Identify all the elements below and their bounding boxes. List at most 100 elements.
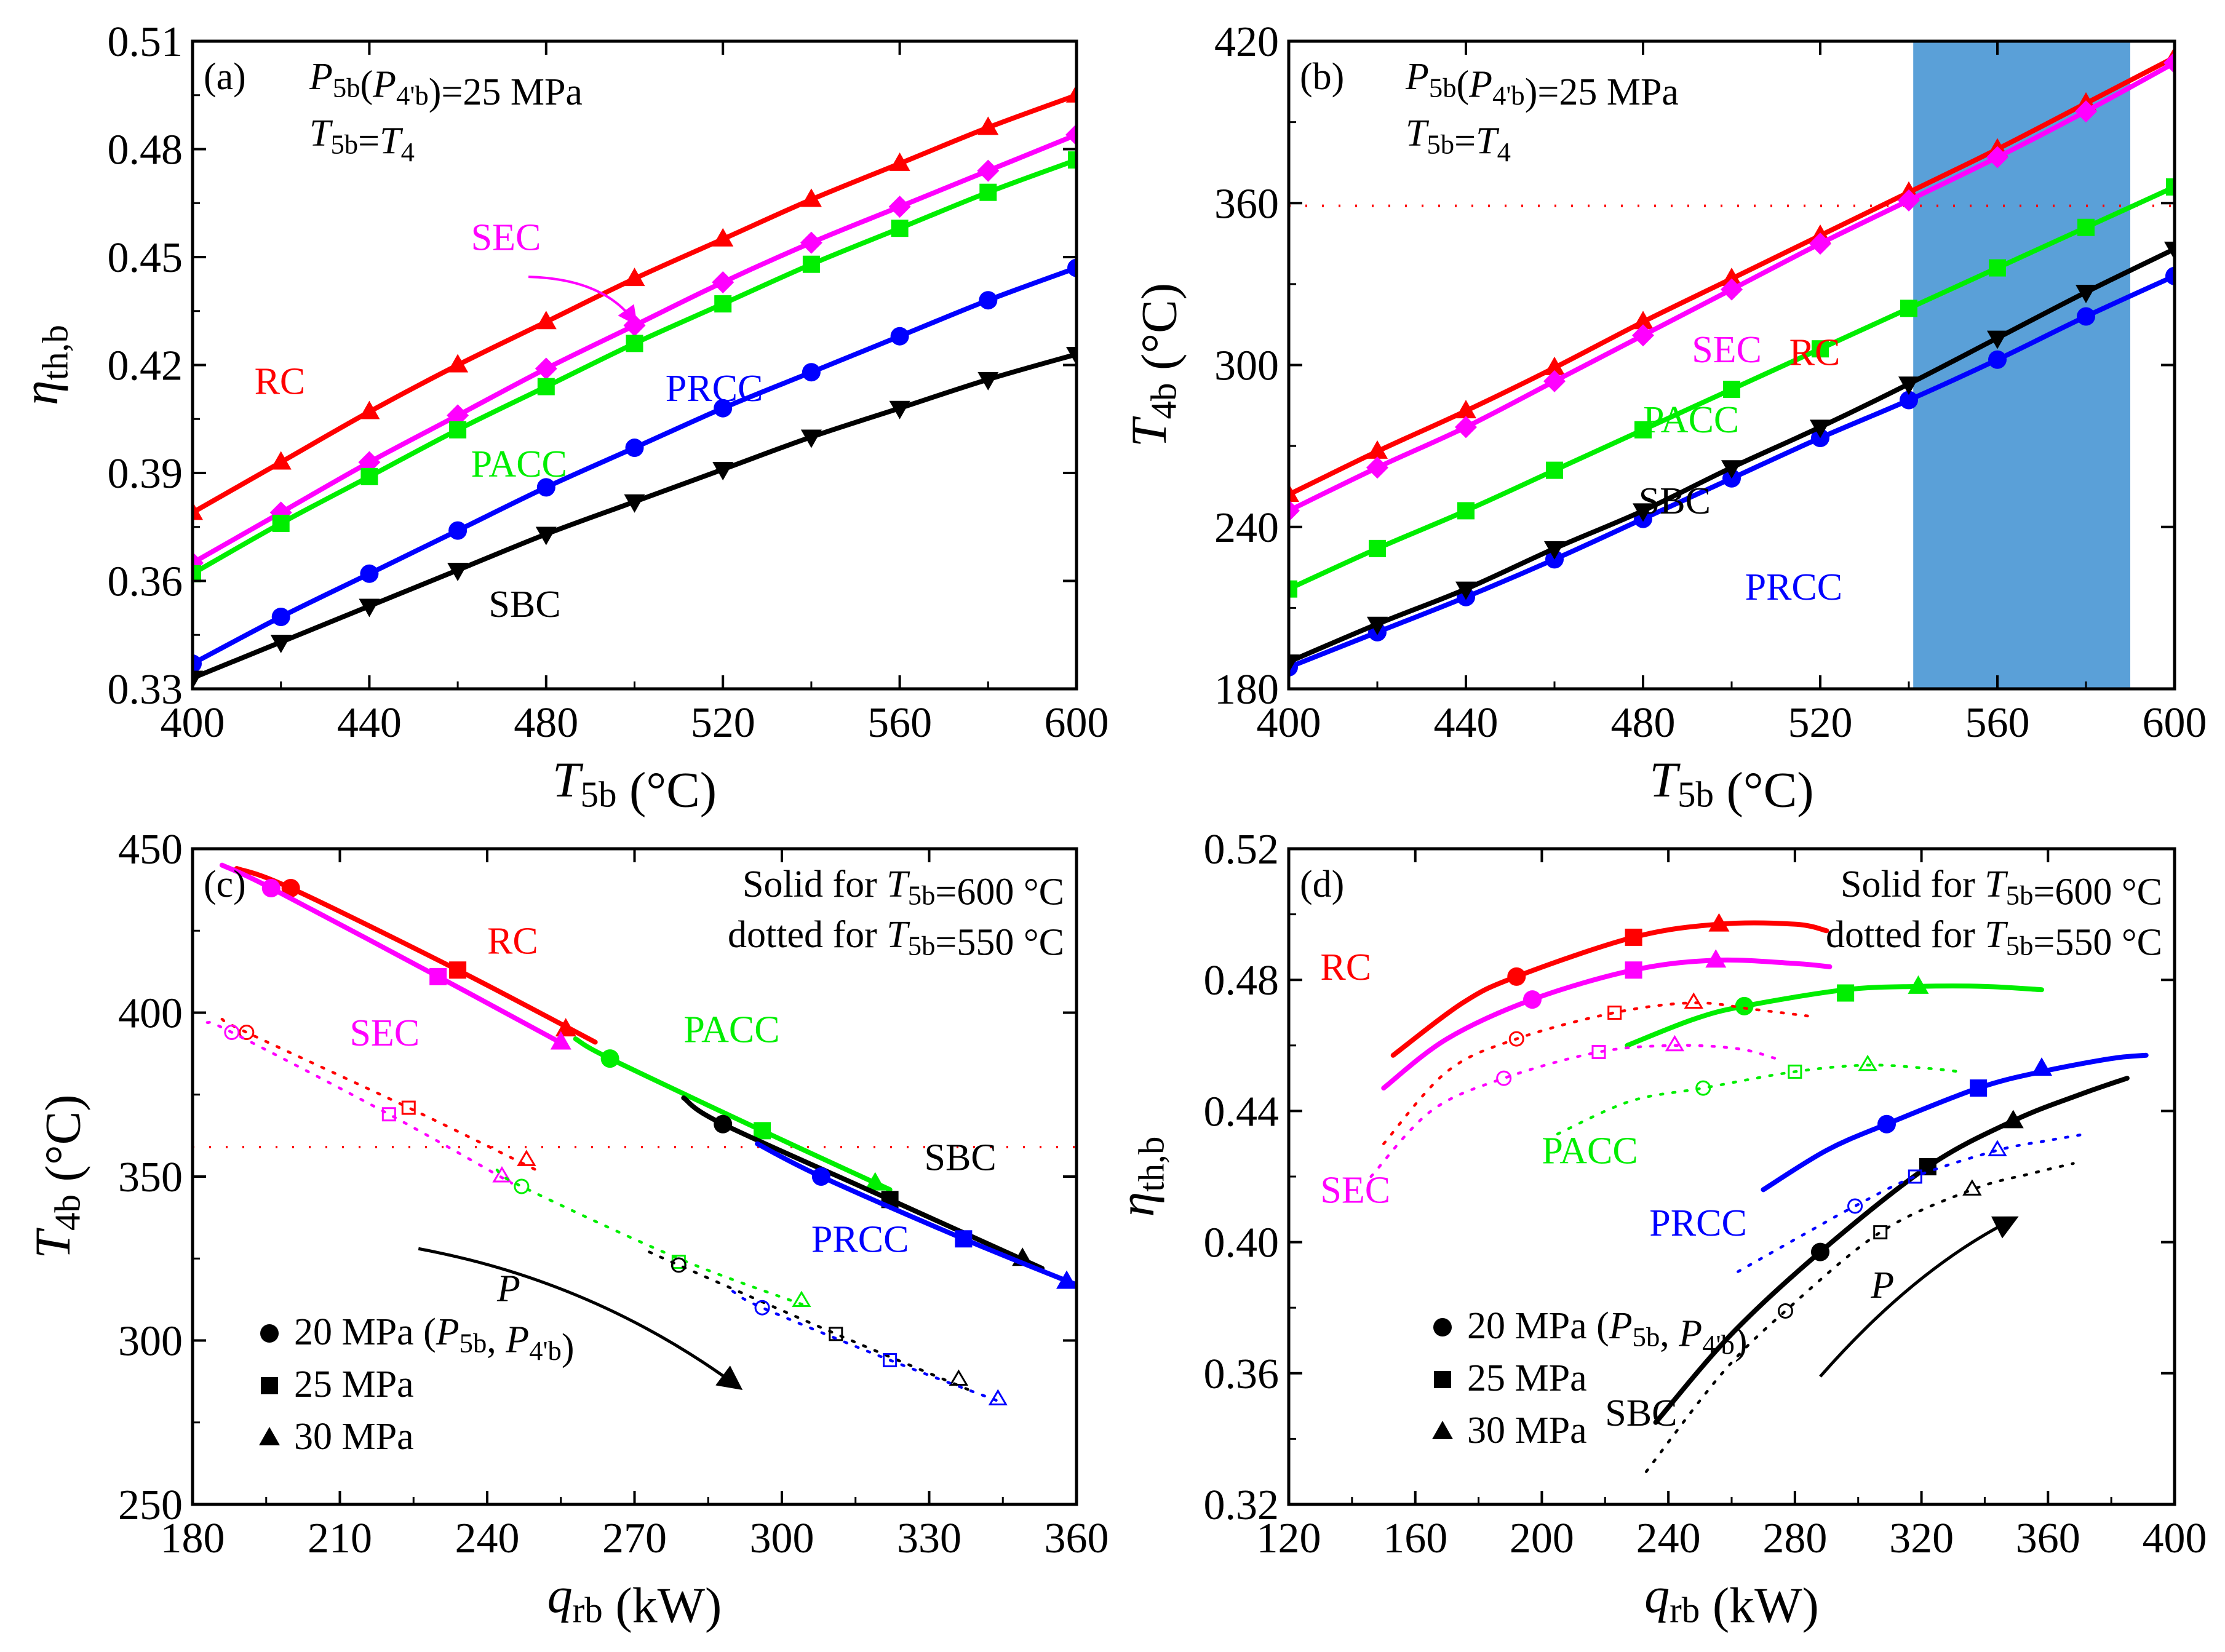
x-tick-label: 270 — [602, 1515, 667, 1562]
point-pacc-560 — [1989, 259, 2006, 277]
point-prcc-400 — [193, 654, 202, 673]
x-tick-label: 330 — [897, 1515, 961, 1562]
marker-sec-square — [381, 1107, 396, 1122]
point-prcc-520 — [714, 399, 733, 418]
line-rc — [1382, 1001, 1809, 1145]
x-tick-label: 560 — [867, 699, 932, 747]
point-pacc-580 — [2077, 218, 2095, 236]
marker-sbc-triangle — [949, 1369, 969, 1386]
marker-sec-square — [1625, 961, 1642, 979]
marker-prcc-square — [883, 1352, 898, 1367]
point-sbc-440 — [359, 598, 380, 618]
series-label-sec: SEC — [471, 216, 541, 258]
point-pacc-500 — [626, 335, 643, 352]
point-sec-460 — [1543, 370, 1566, 392]
line-rc — [234, 865, 598, 1045]
marker-sec-triangle — [550, 1031, 571, 1050]
point-sec-600 — [2163, 52, 2175, 74]
line-sec — [1369, 1044, 1778, 1178]
point-prcc-480 — [536, 478, 555, 497]
line-sec — [219, 862, 568, 1048]
series-sec-dotted — [1369, 1034, 1778, 1178]
point-rc-460 — [1544, 356, 1565, 375]
annotation-dotted: dotted for T5b=550 °C — [1826, 914, 2162, 963]
marker-pacc-circle — [1735, 996, 1754, 1015]
point-pacc-480 — [1634, 421, 1652, 439]
point-sbc-400 — [1289, 654, 1299, 673]
marker-pacc-square — [1837, 984, 1855, 1002]
series-sbc-dotted — [1644, 1162, 2075, 1473]
point-prcc-560 — [1988, 350, 2007, 369]
plot-area — [1369, 913, 2149, 1473]
legend-label: 25 MPa — [1467, 1357, 1587, 1399]
annotation-temperature: T5b=T4 — [1406, 113, 1511, 167]
marker-rc-circle — [281, 878, 300, 897]
point-rc-500 — [1721, 268, 1742, 287]
point-prcc-600 — [2165, 266, 2175, 285]
line-sec — [1381, 957, 1833, 1091]
series-label-sec: SEC — [349, 1012, 420, 1054]
point-pacc-420 — [1369, 539, 1386, 557]
marker-sbc-triangle — [1962, 1179, 1982, 1196]
series-label-sec: SEC — [1692, 329, 1762, 371]
y-tick-label: 400 — [118, 990, 183, 1038]
x-tick-label: 520 — [691, 699, 755, 747]
point-pacc-460 — [449, 421, 467, 439]
line-sbc — [681, 1095, 1045, 1271]
series-label-rc: RC — [1789, 332, 1841, 374]
point-sec-600 — [1065, 124, 1077, 146]
marker-rc-circle — [1507, 967, 1526, 986]
point-pacc-440 — [1457, 502, 1475, 520]
line-rc — [1390, 920, 1829, 1058]
series-prcc-dotted — [1737, 1132, 2088, 1273]
marker-pacc-circle — [1695, 1080, 1711, 1096]
annotation-solid: Solid for T5b=600 °C — [1841, 864, 2162, 913]
point-sbc-600 — [2164, 241, 2175, 260]
x-axis-label: T5b (°C) — [1649, 752, 1813, 818]
point-rc-480 — [535, 311, 557, 330]
point-sec-580 — [2075, 100, 2097, 123]
annotation-pressure: P5b(P4'b)=25 MPa — [309, 56, 583, 113]
y-tick-label: 0.40 — [1204, 1220, 1280, 1267]
point-pacc-400 — [1289, 580, 1297, 598]
series-label-pacc: PACC — [683, 1009, 779, 1050]
point-sec-540 — [1898, 189, 1920, 212]
point-sec-520 — [1809, 232, 1831, 255]
point-prcc-540 — [1900, 391, 1918, 410]
marker-sbc-circle — [671, 1257, 687, 1273]
marker-pacc-triangle — [1858, 1054, 1877, 1071]
series-prcc — [193, 258, 1077, 673]
point-sbc-460 — [447, 562, 469, 581]
marker-sec-square — [1591, 1044, 1606, 1059]
x-axis-label: qrb (kW) — [547, 1567, 722, 1634]
series-rc-dotted — [1382, 992, 1809, 1145]
point-rc-580 — [977, 116, 999, 135]
point-pacc-540 — [1900, 300, 1917, 317]
line-sbc — [648, 1250, 970, 1391]
point-prcc-500 — [625, 439, 644, 458]
point-prcc-440 — [360, 564, 379, 583]
pressure-label: P — [1870, 1265, 1894, 1306]
marker-pacc-square — [754, 1122, 771, 1140]
point-pacc-440 — [360, 467, 378, 485]
marker-pacc-triangle — [1908, 975, 1929, 994]
x-tick-label: 600 — [1045, 699, 1109, 747]
x-tick-label: 560 — [1965, 699, 2030, 747]
marker-sec-circle — [261, 878, 281, 897]
x-tick-label: 210 — [308, 1515, 372, 1562]
marker-sec-triangle — [492, 1166, 512, 1183]
marker-sec-square — [429, 967, 447, 985]
point-rc-440 — [1455, 400, 1476, 419]
series-label-prcc: PRCC — [811, 1219, 909, 1261]
series-prcc-dotted — [731, 1290, 1008, 1405]
y-axis-label: ηth,b — [12, 325, 76, 405]
series-label-prcc: PRCC — [1745, 566, 1843, 608]
point-rc-500 — [624, 268, 645, 287]
x-axis-label: T5b (°C) — [552, 752, 717, 818]
series-label-sbc: SBC — [1605, 1392, 1677, 1434]
point-sbc-600 — [1066, 346, 1077, 365]
series-label-rc: RC — [255, 360, 306, 402]
series-sec — [1289, 52, 2175, 522]
marker-sec-triangle — [1705, 949, 1727, 968]
